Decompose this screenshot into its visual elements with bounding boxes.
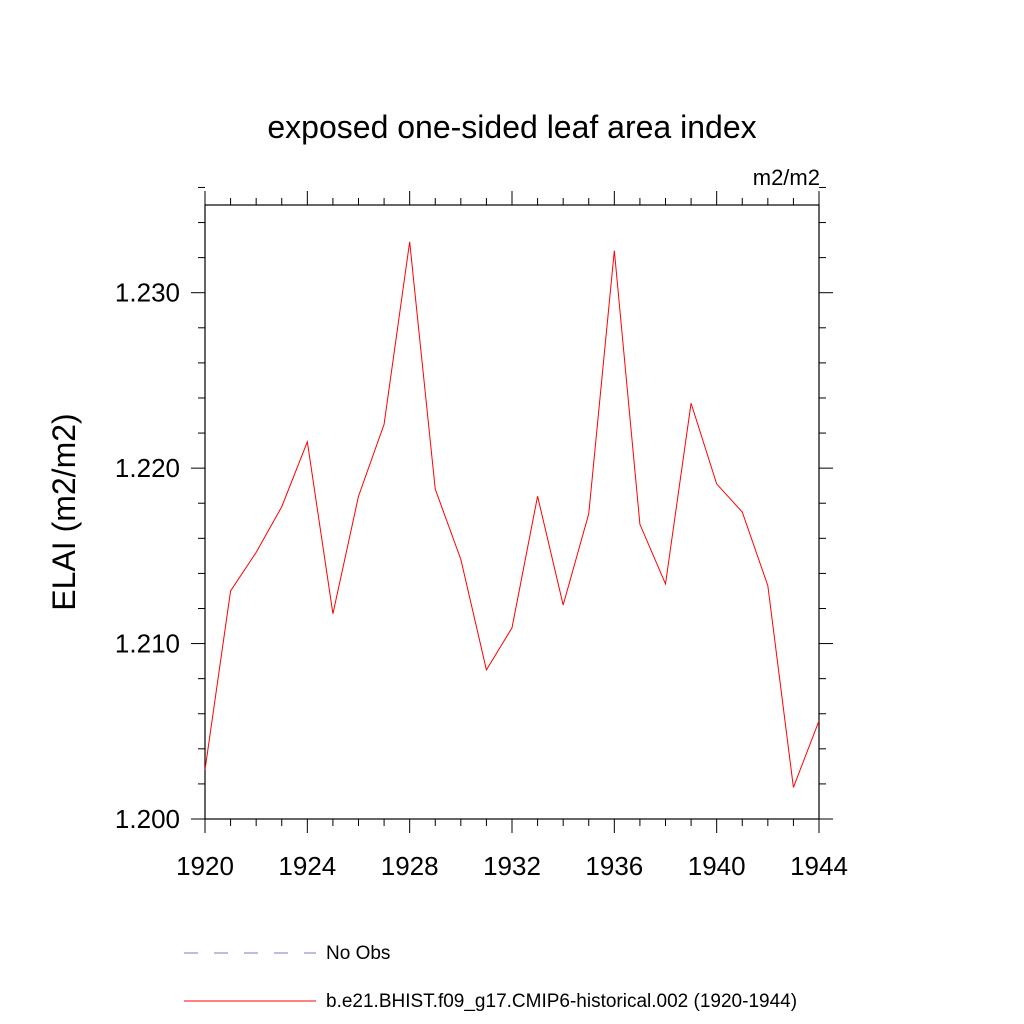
- y-tick-label: 1.210: [115, 629, 180, 659]
- x-tick-label: 1936: [585, 851, 643, 881]
- x-tick-label: 1924: [278, 851, 336, 881]
- axis-ticks: [191, 186, 833, 833]
- series-lines: [204, 241, 820, 788]
- y-tick-label: 1.200: [115, 804, 180, 834]
- chart-title: exposed one-sided leaf area index: [267, 109, 756, 145]
- legend-label-no-obs: No Obs: [326, 943, 390, 964]
- y-tick-labels: 1.200 1.210 1.220 1.230: [115, 278, 180, 834]
- legend-label-historical: b.e21.BHIST.f09_g17.CMIP6-historical.002…: [326, 991, 797, 1012]
- x-tick-label: 1944: [790, 851, 848, 881]
- y-axis-label: ELAI (m2/m2): [46, 413, 82, 610]
- plot-frame: [204, 204, 820, 820]
- units-label: m2/m2: [753, 165, 820, 190]
- series-line: [204, 241, 820, 788]
- x-tick-label: 1940: [688, 851, 746, 881]
- x-tick-label: 1928: [381, 851, 439, 881]
- legend: No Obs b.e21.BHIST.f09_g17.CMIP6-histori…: [184, 943, 797, 1012]
- x-tick-label: 1920: [176, 851, 234, 881]
- y-tick-label: 1.230: [115, 278, 180, 308]
- x-tick-label: 1932: [483, 851, 541, 881]
- x-tick-labels: 1920 1924 1928 1932 1936 1940 1944: [176, 851, 848, 881]
- y-tick-label: 1.220: [115, 453, 180, 483]
